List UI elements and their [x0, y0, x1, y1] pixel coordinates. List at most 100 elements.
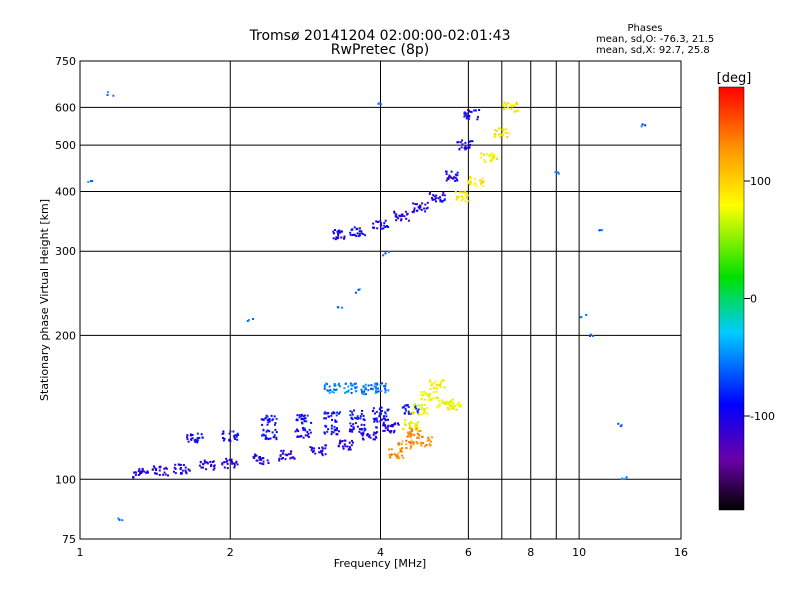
data-point — [106, 94, 109, 96]
data-point — [459, 141, 462, 144]
data-point — [319, 451, 322, 454]
data-point — [289, 453, 292, 455]
data-point — [421, 435, 423, 438]
data-point — [386, 409, 389, 412]
data-point — [390, 453, 393, 456]
data-point — [379, 220, 382, 223]
data-point — [187, 440, 190, 443]
data-point — [336, 306, 339, 309]
series-es-band-132-150-km — [260, 404, 420, 426]
data-point — [374, 387, 377, 390]
data-point — [482, 153, 485, 156]
data-point — [416, 432, 419, 435]
data-point — [233, 466, 236, 469]
data-point — [321, 454, 324, 457]
data-points — [87, 91, 647, 522]
y-tick-label: 600 — [55, 101, 76, 114]
data-point — [379, 420, 382, 423]
data-point — [418, 204, 421, 207]
data-point — [417, 430, 420, 433]
data-point — [358, 428, 361, 431]
data-point — [349, 448, 352, 451]
data-point — [502, 107, 505, 110]
data-point — [325, 417, 327, 420]
data-point — [340, 230, 343, 233]
data-point — [589, 333, 592, 336]
data-point — [462, 197, 465, 200]
data-point — [470, 110, 473, 113]
data-point — [379, 383, 382, 386]
data-point — [465, 193, 468, 196]
data-point — [592, 335, 595, 337]
chart-subtitle: RwPretec (8p) — [331, 42, 429, 58]
data-point — [375, 436, 378, 439]
data-point — [617, 422, 620, 425]
data-point — [332, 237, 335, 240]
data-point — [435, 396, 438, 399]
data-point — [423, 391, 426, 394]
data-point — [429, 388, 432, 390]
data-point — [258, 462, 261, 465]
data-point — [212, 465, 215, 468]
data-point — [223, 466, 226, 469]
data-point — [349, 428, 352, 431]
data-point — [294, 430, 297, 433]
data-point — [191, 434, 194, 436]
data-point — [329, 389, 332, 392]
data-point — [292, 456, 294, 459]
data-point — [417, 426, 420, 429]
data-point — [137, 470, 140, 472]
data-point — [141, 468, 144, 471]
data-point — [411, 429, 414, 432]
data-point — [205, 468, 208, 471]
data-point — [382, 421, 385, 424]
data-point — [601, 229, 603, 232]
data-point — [356, 425, 359, 428]
data-point — [389, 456, 391, 459]
data-point — [460, 146, 463, 149]
data-point — [412, 443, 415, 446]
data-point — [382, 227, 385, 230]
data-point — [264, 438, 267, 440]
data-point — [393, 210, 396, 213]
data-point — [641, 123, 644, 126]
data-point — [330, 430, 333, 433]
data-point — [225, 460, 228, 463]
data-point — [349, 410, 352, 413]
data-point — [454, 179, 457, 182]
data-point — [302, 429, 305, 431]
data-point — [259, 457, 262, 460]
data-point — [279, 454, 282, 457]
data-point — [226, 467, 229, 470]
data-point — [585, 313, 588, 316]
data-point — [362, 418, 365, 421]
data-point — [328, 385, 331, 388]
data-point — [260, 462, 263, 465]
data-point — [429, 392, 432, 395]
data-point — [351, 383, 354, 386]
data-point — [492, 157, 495, 160]
data-point — [456, 174, 459, 177]
data-point — [465, 117, 468, 120]
data-point — [254, 453, 257, 456]
data-point — [402, 427, 405, 430]
data-point — [209, 460, 212, 463]
data-point — [419, 429, 422, 432]
data-point — [134, 471, 137, 474]
data-point — [275, 436, 278, 439]
data-point — [358, 227, 361, 230]
data-point — [222, 439, 225, 442]
data-point — [385, 415, 388, 418]
data-point — [504, 105, 507, 108]
data-point — [404, 424, 407, 426]
data-point — [436, 387, 439, 390]
data-point — [467, 180, 470, 183]
data-point — [430, 384, 433, 387]
data-point — [351, 413, 354, 416]
data-point — [180, 472, 182, 474]
data-point — [324, 411, 327, 414]
data-point — [252, 318, 255, 320]
data-point — [466, 194, 469, 197]
data-point — [337, 234, 340, 237]
data-point — [335, 388, 338, 391]
